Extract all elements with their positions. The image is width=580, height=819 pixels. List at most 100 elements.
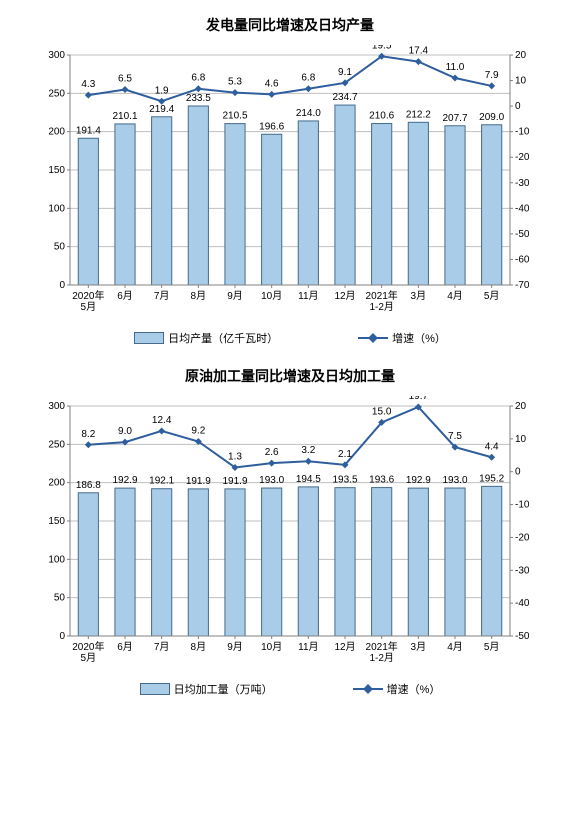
chart1-legend-line-label: 增速（%） xyxy=(392,330,446,346)
svg-text:210.6: 210.6 xyxy=(369,111,394,122)
svg-text:2.6: 2.6 xyxy=(265,447,279,458)
svg-text:-10: -10 xyxy=(515,500,530,511)
svg-text:250: 250 xyxy=(48,88,65,99)
svg-text:11月: 11月 xyxy=(298,641,318,653)
svg-text:17.4: 17.4 xyxy=(409,46,429,57)
chart2-title: 原油加工量同比增速及日均加工量 xyxy=(10,366,570,386)
svg-text:12月: 12月 xyxy=(334,641,355,653)
svg-text:2020年: 2020年 xyxy=(72,289,104,302)
svg-text:209.0: 209.0 xyxy=(479,112,504,123)
svg-text:-30: -30 xyxy=(515,565,530,576)
svg-text:3月: 3月 xyxy=(411,290,427,302)
svg-text:191.9: 191.9 xyxy=(222,476,247,487)
svg-text:19.7: 19.7 xyxy=(409,396,429,402)
chart-crude-oil: 原油加工量同比增速及日均加工量 050100150200250300-50-40… xyxy=(0,351,580,702)
svg-text:6.8: 6.8 xyxy=(301,73,315,84)
bar-swatch-icon xyxy=(140,683,170,695)
svg-text:-50: -50 xyxy=(515,631,530,642)
svg-text:150: 150 xyxy=(48,516,65,527)
svg-text:1-2月: 1-2月 xyxy=(369,652,393,664)
chart1-legend-line: 增速（%） xyxy=(358,330,446,346)
svg-text:5月: 5月 xyxy=(484,641,500,653)
svg-text:4.6: 4.6 xyxy=(265,78,279,89)
svg-text:193.0: 193.0 xyxy=(259,475,284,486)
svg-text:8月: 8月 xyxy=(191,641,207,653)
svg-text:5月: 5月 xyxy=(81,301,97,313)
svg-text:7.9: 7.9 xyxy=(485,70,499,81)
svg-text:0: 0 xyxy=(515,467,521,478)
chart1-plot: 050100150200250300-70-60-50-40-30-20-100… xyxy=(30,45,550,325)
svg-text:150: 150 xyxy=(48,165,65,176)
svg-text:7.5: 7.5 xyxy=(448,431,462,442)
svg-text:1.9: 1.9 xyxy=(155,85,169,96)
svg-text:4.4: 4.4 xyxy=(485,441,499,452)
svg-text:195.2: 195.2 xyxy=(479,473,504,484)
chart2-legend-line: 增速（%） xyxy=(353,681,441,697)
svg-text:200: 200 xyxy=(48,127,65,138)
svg-text:20: 20 xyxy=(515,50,527,61)
svg-text:-10: -10 xyxy=(515,127,530,138)
svg-text:10月: 10月 xyxy=(261,290,282,302)
svg-text:5.3: 5.3 xyxy=(228,77,242,88)
svg-text:6.5: 6.5 xyxy=(118,74,132,85)
svg-text:1.3: 1.3 xyxy=(228,451,242,462)
svg-text:6月: 6月 xyxy=(117,641,133,653)
svg-text:9.1: 9.1 xyxy=(338,67,352,78)
svg-text:9月: 9月 xyxy=(227,641,243,653)
svg-text:1-2月: 1-2月 xyxy=(369,301,393,313)
svg-text:300: 300 xyxy=(48,401,65,412)
svg-text:11月: 11月 xyxy=(298,290,318,302)
svg-text:0: 0 xyxy=(59,631,65,642)
chart-electricity: 发电量同比增速及日均产量 050100150200250300-70-60-50… xyxy=(0,0,580,351)
svg-text:100: 100 xyxy=(48,554,65,565)
svg-text:-30: -30 xyxy=(515,178,530,189)
svg-text:6月: 6月 xyxy=(117,290,133,302)
svg-text:4月: 4月 xyxy=(447,641,463,653)
svg-text:2021年: 2021年 xyxy=(366,289,398,302)
svg-text:210.5: 210.5 xyxy=(222,111,247,122)
svg-text:-20: -20 xyxy=(515,152,530,163)
svg-text:-60: -60 xyxy=(515,254,530,265)
svg-text:207.7: 207.7 xyxy=(442,113,467,124)
svg-text:0: 0 xyxy=(515,101,521,112)
chart2-plot: 050100150200250300-50-40-30-20-100102018… xyxy=(30,396,550,676)
svg-text:212.2: 212.2 xyxy=(406,109,431,120)
svg-text:5月: 5月 xyxy=(81,652,97,664)
svg-text:15.0: 15.0 xyxy=(372,406,392,417)
svg-text:8月: 8月 xyxy=(191,290,207,302)
svg-text:3.2: 3.2 xyxy=(301,445,315,456)
svg-text:19.5: 19.5 xyxy=(372,45,392,51)
svg-text:7月: 7月 xyxy=(154,641,170,653)
svg-text:10: 10 xyxy=(515,76,527,87)
svg-text:233.5: 233.5 xyxy=(186,93,211,104)
svg-text:196.6: 196.6 xyxy=(259,121,284,132)
svg-text:9.0: 9.0 xyxy=(118,426,132,437)
chart2-legend-bar-label: 日均加工量（万吨） xyxy=(174,681,273,697)
svg-text:214.0: 214.0 xyxy=(296,108,321,119)
chart2-legend-bar: 日均加工量（万吨） xyxy=(140,681,273,697)
svg-text:12.4: 12.4 xyxy=(152,415,172,426)
svg-text:50: 50 xyxy=(54,593,66,604)
svg-text:5月: 5月 xyxy=(484,290,500,302)
svg-text:100: 100 xyxy=(48,203,65,214)
svg-text:9.2: 9.2 xyxy=(191,425,205,436)
svg-text:20: 20 xyxy=(515,401,527,412)
svg-text:7月: 7月 xyxy=(154,290,170,302)
svg-text:186.8: 186.8 xyxy=(76,480,101,491)
svg-text:12月: 12月 xyxy=(334,290,355,302)
svg-text:250: 250 xyxy=(48,439,65,450)
svg-text:4月: 4月 xyxy=(447,290,463,302)
svg-text:192.1: 192.1 xyxy=(149,476,174,487)
svg-text:200: 200 xyxy=(48,478,65,489)
chart1-legend-bar-label: 日均产量（亿千瓦时） xyxy=(168,330,278,346)
chart1-title: 发电量同比增速及日均产量 xyxy=(10,15,570,35)
svg-text:210.1: 210.1 xyxy=(112,111,137,122)
svg-text:-70: -70 xyxy=(515,280,530,291)
line-swatch-icon xyxy=(358,333,388,343)
bar-swatch-icon xyxy=(134,332,164,344)
svg-text:192.9: 192.9 xyxy=(406,475,431,486)
svg-text:191.4: 191.4 xyxy=(76,125,101,136)
chart2-legend: 日均加工量（万吨） 增速（%） xyxy=(10,681,570,697)
svg-text:219.4: 219.4 xyxy=(149,104,174,115)
chart1-legend-bar: 日均产量（亿千瓦时） xyxy=(134,330,278,346)
